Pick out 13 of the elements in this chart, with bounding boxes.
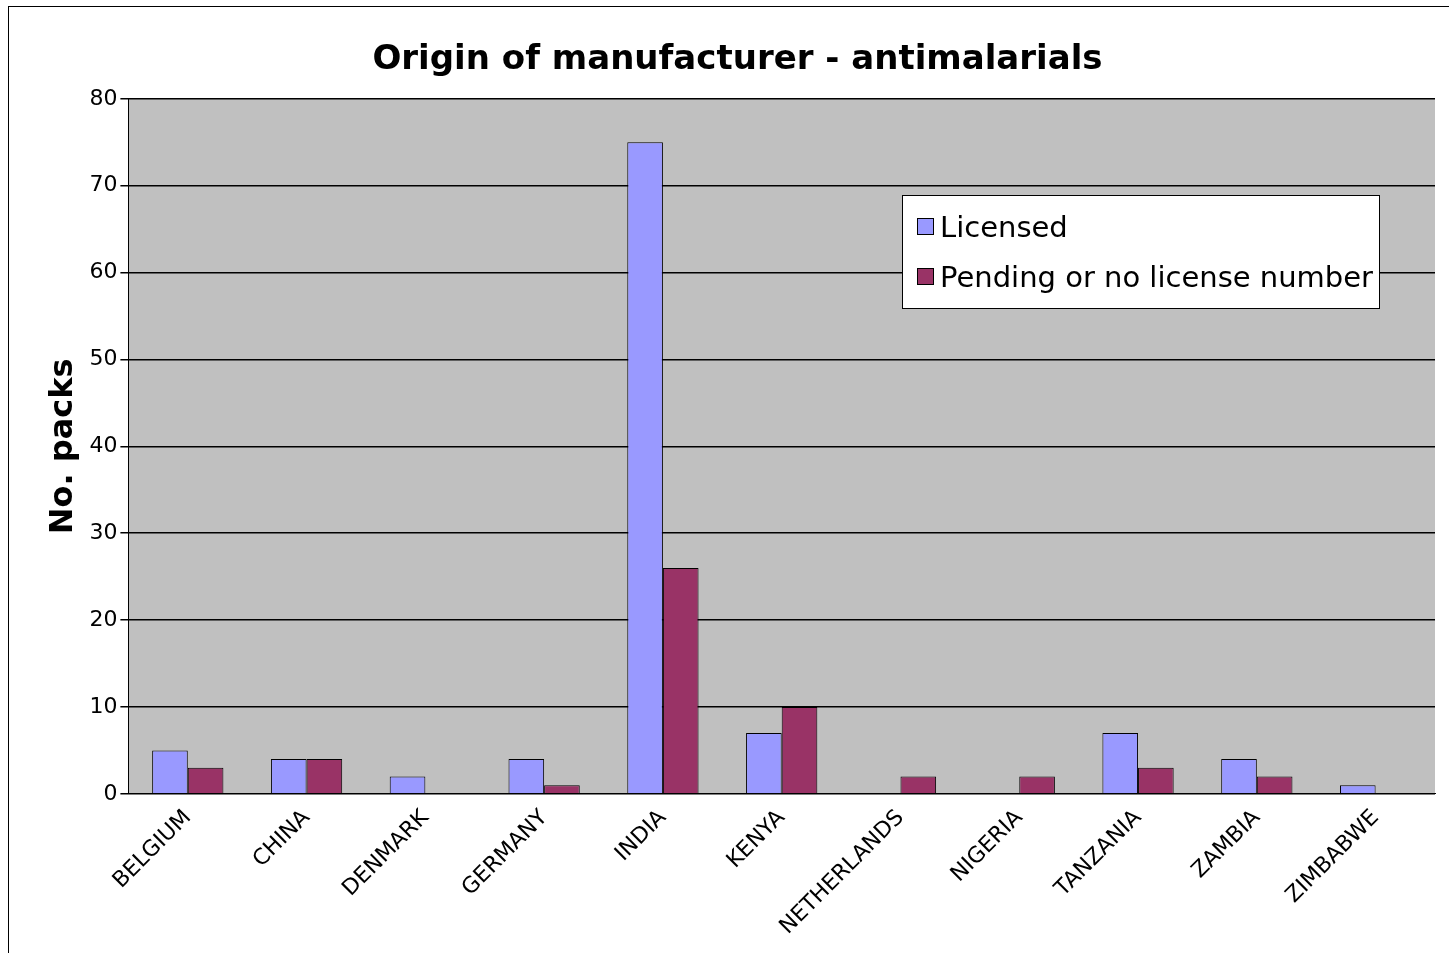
y-axis-title: No. packs [41,358,80,535]
y-tick-label: 0 [103,779,118,805]
y-tick-label: 80 [89,84,118,110]
y-tick-label: 40 [89,432,118,458]
y-tick-label: 10 [89,692,118,718]
chart-title: Origin of manufacturer - antimalarials [372,37,1103,78]
legend-label: Licensed [939,208,1069,246]
y-tick-label: 70 [89,171,118,197]
y-tick-label: 50 [89,345,118,371]
legend-label: Pending or no license number [939,258,1374,296]
y-tick-label: 60 [89,258,118,284]
y-tick-label: 30 [89,518,118,544]
y-tick-label: 20 [89,605,118,631]
